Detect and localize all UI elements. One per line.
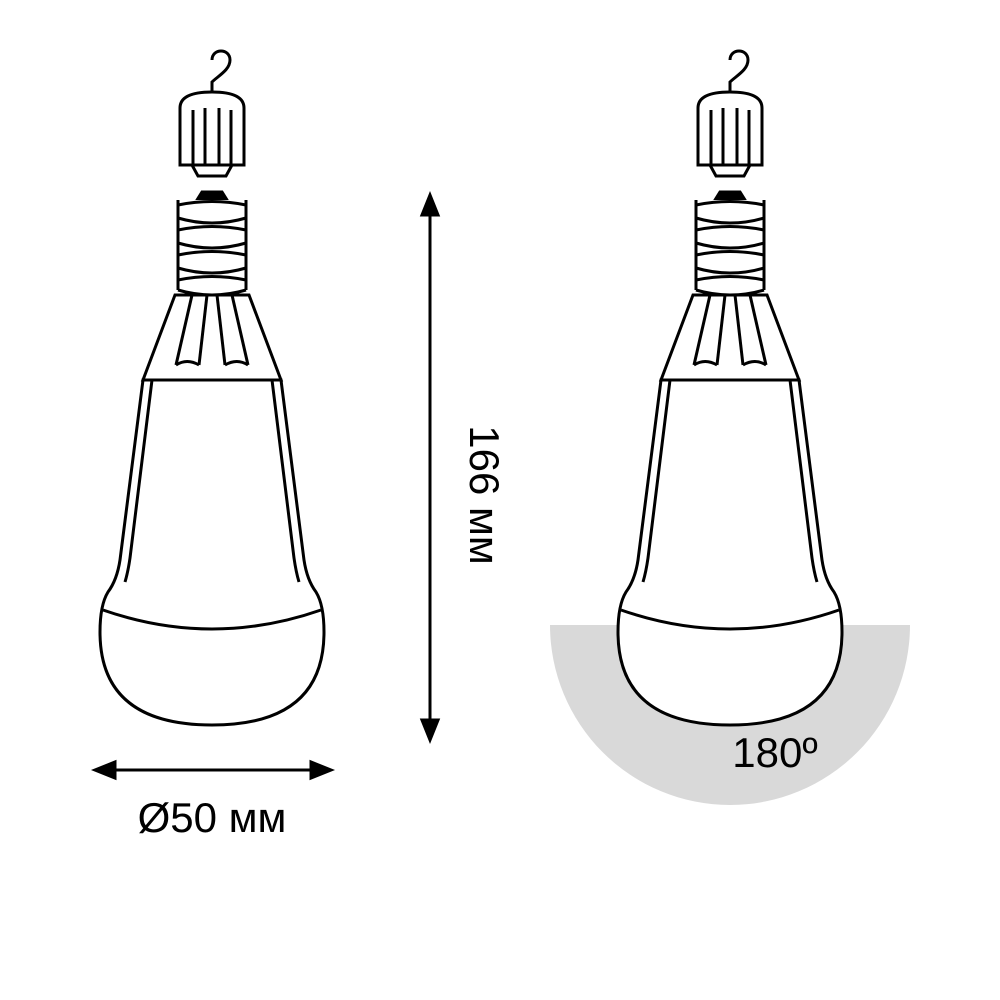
diameter-label: Ø50 мм — [138, 794, 287, 841]
screw-thread-left — [178, 200, 246, 295]
left-bulb-group — [100, 51, 324, 725]
hook-assembly-left — [180, 51, 244, 176]
right-bulb-group — [618, 51, 842, 725]
width-dimension — [95, 762, 331, 778]
bulb-body-left — [100, 380, 324, 725]
collar-right — [661, 295, 799, 380]
bulb-body-right — [618, 380, 842, 725]
screw-thread-right — [696, 200, 764, 295]
bulb-spec-diagram: 166 мм Ø50 мм 180º — [0, 0, 1000, 1000]
height-dimension — [422, 195, 438, 740]
collar-left — [143, 295, 281, 380]
beam-angle-label: 180º — [732, 729, 817, 776]
hook-assembly-right — [698, 51, 762, 176]
height-label: 166 мм — [461, 425, 508, 565]
screw-tip-left — [197, 192, 227, 200]
screw-tip-right — [715, 192, 745, 200]
